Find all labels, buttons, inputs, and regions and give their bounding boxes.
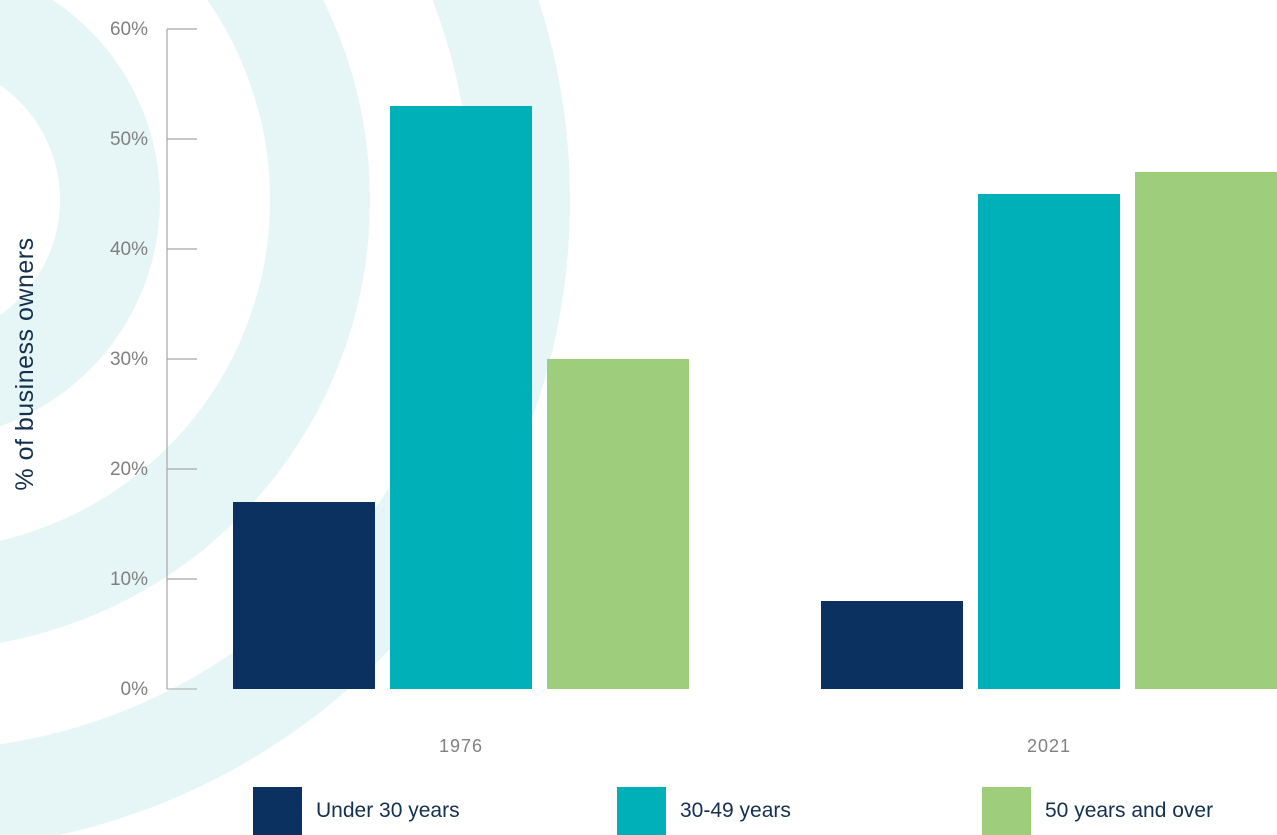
background-arc [0, 0, 370, 643]
y-tick-label: 30% [110, 349, 148, 370]
y-tick-label: 40% [110, 239, 148, 260]
y-axis-label: % of business owners [11, 237, 39, 490]
y-tick-label: 20% [110, 459, 148, 480]
bar-2021-series-2 [1135, 172, 1277, 689]
x-category-label: 1976 [439, 736, 483, 756]
x-category-label: 2021 [1027, 736, 1071, 756]
y-tick-label: 0% [121, 679, 149, 700]
bar-2021-series-0 [821, 601, 963, 689]
bar-2021-series-1 [978, 194, 1120, 689]
background-arc [0, 0, 160, 427]
category-labels: 1976 2021 [439, 736, 1071, 756]
y-tick-label: 60% [110, 19, 148, 40]
y-tick-label: 10% [110, 569, 148, 590]
y-axis: 0% 10% 20% 30% 40% 50% 60% [110, 19, 197, 700]
bars [233, 106, 1277, 689]
y-tick-label: 50% [110, 129, 148, 150]
bar-1976-series-0 [233, 502, 375, 689]
bar-1976-series-1 [390, 106, 532, 689]
bar-1976-series-2 [547, 359, 689, 689]
